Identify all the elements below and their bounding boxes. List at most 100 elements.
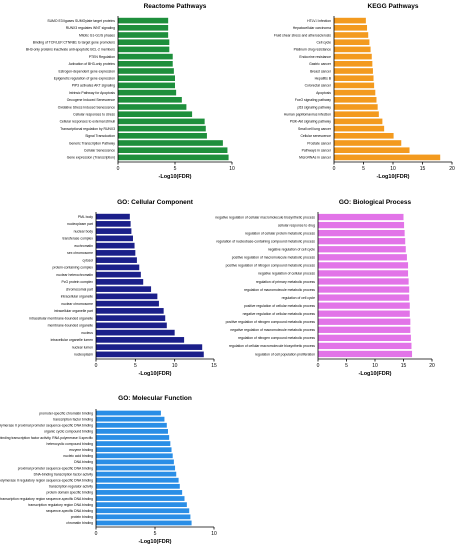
category-label: Fluid shear stress and atherosclerosis [274, 33, 331, 37]
bar [118, 75, 175, 82]
bar [96, 221, 131, 227]
category-label: organic cyclic compound binding [44, 430, 93, 434]
bar [118, 104, 187, 110]
category-label: Intrinsic Pathway for Apoptosis [69, 91, 115, 95]
bar [96, 242, 135, 249]
bar [334, 53, 372, 60]
category-label: regulation of nucleobase-containing comp… [216, 239, 315, 243]
category-label: Transcriptional regulation by RUNX3 [60, 127, 115, 131]
category-label: DNA binding [74, 460, 93, 464]
bar [96, 257, 137, 263]
bar [118, 82, 175, 89]
bar [96, 514, 191, 520]
bar [96, 329, 175, 336]
category-label: positive regulation of nitrogen compound… [226, 320, 316, 324]
chart-title: GO: Biological Process [339, 199, 412, 206]
category-label: Oncogene Induced Senescence [67, 98, 115, 102]
category-label: Binding of TCF/LEF:CTNNB1 to target gene… [33, 41, 116, 45]
category-label: positive regulation of cellular metaboli… [244, 304, 315, 308]
category-label: regulation of cellular protein metabolic… [245, 231, 315, 235]
category-label: Estrogen-dependent gene expression [58, 69, 115, 73]
category-label: intracellular organelle part [54, 309, 93, 313]
category-label: Endocrine resistance [299, 55, 331, 59]
category-label: nuclear lumen [72, 345, 93, 349]
category-label: intracellular organelle lumen [51, 338, 94, 342]
category-label: Gastric cancer [309, 62, 332, 66]
category-label: nuclear chromosome [61, 302, 93, 306]
category-label: Pathways in cancer [302, 149, 332, 153]
category-label: negative regulation of macromolecule met… [230, 328, 315, 332]
bar [96, 459, 174, 465]
category-label: positive regulation of nitrogen compound… [226, 264, 316, 268]
bar [96, 308, 164, 314]
bar [334, 75, 374, 82]
x-tick-label: 0 [117, 166, 120, 172]
bar [118, 118, 205, 125]
x-tick-label: 10 [211, 531, 217, 537]
category-label: nuclear body [74, 229, 94, 233]
bar [96, 271, 141, 278]
x-tick-label: 5 [345, 363, 348, 369]
chart-panel: Reactome Pathways SUMO E3 ligases SUMOyla… [26, 3, 235, 180]
x-tick-label: 20 [429, 363, 435, 369]
x-tick-label: 10 [390, 166, 396, 172]
bar [96, 228, 132, 234]
x-axis-label: -Log10(FDR) [139, 539, 172, 545]
x-axis-label: -Log10(FDR) [139, 371, 172, 377]
bar [118, 46, 170, 53]
x-tick-label: 10 [372, 363, 378, 369]
category-label: PML body [78, 215, 93, 219]
bar [318, 342, 412, 350]
bar [96, 520, 192, 526]
bar [96, 250, 136, 256]
bar [334, 46, 371, 53]
bar [118, 89, 177, 96]
category-label: enzyme binding [69, 448, 93, 452]
bar [118, 39, 170, 46]
category-label: regulation of nitrogen compound metaboli… [238, 336, 315, 340]
bar [318, 238, 406, 245]
bar [334, 89, 376, 96]
category-label: sequence-specific DNA binding [46, 509, 93, 513]
bar [96, 235, 133, 242]
category-label: Small cell lung cancer [298, 127, 332, 131]
x-axis-label: -Log10(FDR) [159, 174, 192, 180]
category-label: nuclear heterochromatin [56, 273, 93, 277]
category-label: sex chromosome [67, 251, 93, 255]
category-label: Breast cancer [310, 69, 332, 73]
category-label: chromosomal part [66, 287, 93, 291]
bar [96, 264, 140, 271]
chart-panel: GO: Cellular Component PML body nucleoplas… [29, 199, 217, 377]
category-label: Cellular responses to external stimuli [60, 120, 116, 124]
x-tick-label: 5 [362, 166, 365, 172]
bar [96, 496, 185, 501]
bar [96, 351, 204, 358]
chart-title: Reactome Pathways [144, 3, 207, 10]
category-label: Signal Transduction [85, 134, 115, 138]
x-tick-label: 5 [134, 363, 137, 369]
category-label: protein-containing complex [52, 266, 93, 270]
category-label: regulation of primary metabolic process [256, 280, 315, 284]
bar [318, 310, 410, 317]
x-tick-label: 15 [211, 363, 217, 369]
x-tick-label: 20 [449, 166, 455, 172]
bar [334, 132, 394, 139]
category-label: PIP3 activates AKT signaling [72, 84, 115, 88]
category-label: positive regulation of macromolecule met… [232, 256, 316, 260]
bar [96, 428, 168, 434]
category-label: Activation of BH3-only proteins [69, 62, 116, 66]
bar [334, 140, 402, 146]
x-tick-label: 10 [229, 166, 235, 172]
x-tick-label: 5 [154, 531, 157, 537]
bar [318, 213, 404, 221]
bar [96, 465, 176, 471]
bar [334, 118, 383, 125]
bar [96, 337, 185, 343]
bar [334, 154, 441, 161]
chart-title: GO: Cellular Component [117, 199, 194, 206]
x-tick-label: 0 [333, 166, 336, 172]
chart-panel: GO: Biological Process negative regulatio… [215, 199, 435, 377]
category-label: RNA polymerase II proximal promoter sequ… [0, 424, 93, 428]
bar [96, 508, 190, 514]
bar [118, 154, 229, 161]
